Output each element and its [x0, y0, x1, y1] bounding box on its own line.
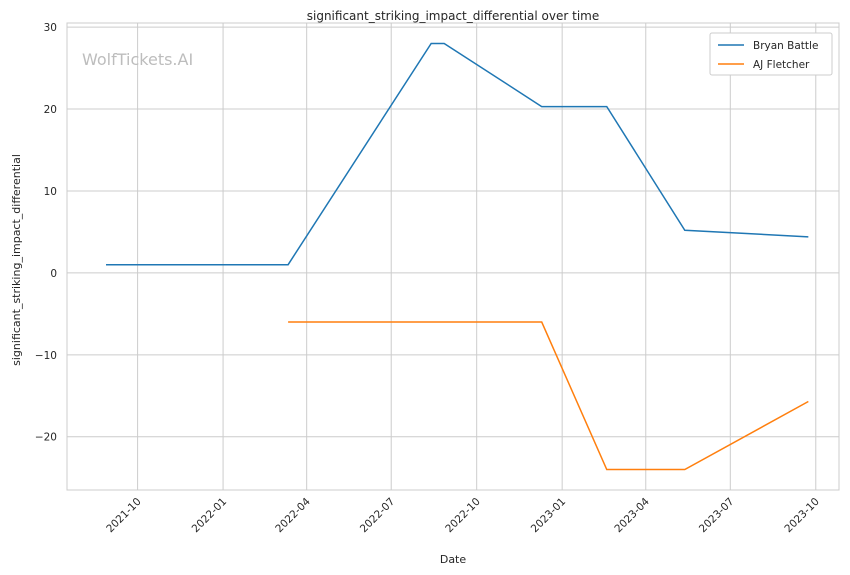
- x-tick-label: 2021-10: [104, 496, 144, 536]
- y-tick-label: 0: [50, 268, 57, 280]
- grid: [67, 23, 839, 490]
- x-tick-label: 2022-07: [358, 496, 398, 536]
- x-tick-label: 2022-04: [273, 495, 313, 535]
- chart-title: significant_striking_impact_differential…: [307, 9, 599, 23]
- y-axis-ticks: −20 −10 0 10 20 30: [35, 22, 57, 444]
- series-line-bryan-battle: [106, 42, 809, 266]
- x-tick-label: 2023-10: [782, 496, 822, 536]
- legend-label-bryan-battle: Bryan Battle: [753, 40, 818, 52]
- y-tick-label: −20: [35, 432, 57, 444]
- y-tick-label: 10: [44, 186, 57, 198]
- y-axis-label: significant_striking_impact_differential: [10, 154, 23, 366]
- watermark: WolfTickets.AI: [82, 50, 193, 69]
- y-tick-label: 30: [44, 22, 57, 34]
- x-tick-label: 2023-07: [697, 496, 737, 536]
- plot-frame: [66, 22, 840, 491]
- x-axis-ticks: 2021-10 2022-01 2022-04 2022-07 2022-10 2023-…: [104, 495, 822, 535]
- series-line-aj-fletcher: [288, 321, 809, 471]
- x-tick-label: 2022-01: [190, 496, 230, 536]
- x-tick-label: 2022-10: [443, 496, 483, 536]
- x-axis-label: Date: [440, 553, 467, 566]
- y-tick-label: −10: [35, 350, 57, 362]
- series-layer: [106, 42, 809, 471]
- x-tick-label: 2023-04: [612, 495, 652, 535]
- y-tick-label: 20: [44, 104, 57, 116]
- legend: Bryan Battle AJ Fletcher: [709, 32, 833, 76]
- legend-label-aj-fletcher: AJ Fletcher: [753, 59, 810, 71]
- x-tick-label: 2023-01: [529, 496, 569, 536]
